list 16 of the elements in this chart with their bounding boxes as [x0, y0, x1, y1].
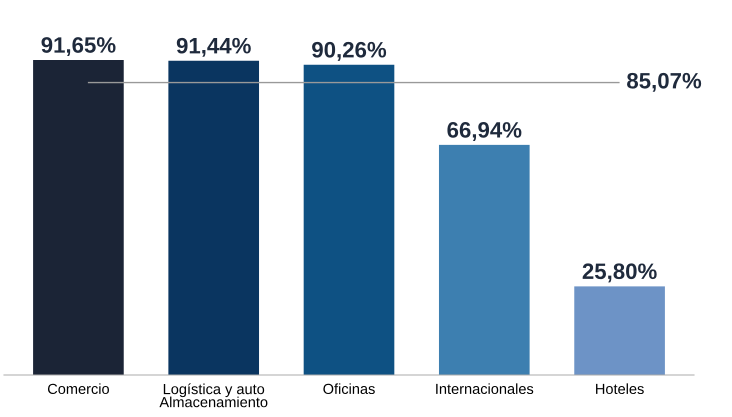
data-label: 91,44% — [176, 38, 251, 57]
data-label: 91,65% — [42, 37, 116, 56]
ref-line-label: 85,07% — [627, 72, 702, 92]
data-label: 90,26% — [312, 42, 386, 61]
bar — [168, 60, 260, 375]
data-label: 66,94% — [447, 122, 522, 141]
x-tick-label: Oficinas — [323, 383, 375, 394]
bar — [438, 144, 530, 375]
x-tick-label: Hoteles — [596, 383, 644, 394]
x-tick-label: Comercio — [48, 383, 109, 394]
x-tick-label: Logística y auto Almacenamiento — [159, 383, 268, 408]
bar — [33, 60, 124, 375]
bar — [304, 64, 394, 375]
data-label: 25,80% — [582, 263, 657, 282]
x-tick-label: Internacionales — [436, 383, 534, 394]
bar — [574, 286, 665, 375]
